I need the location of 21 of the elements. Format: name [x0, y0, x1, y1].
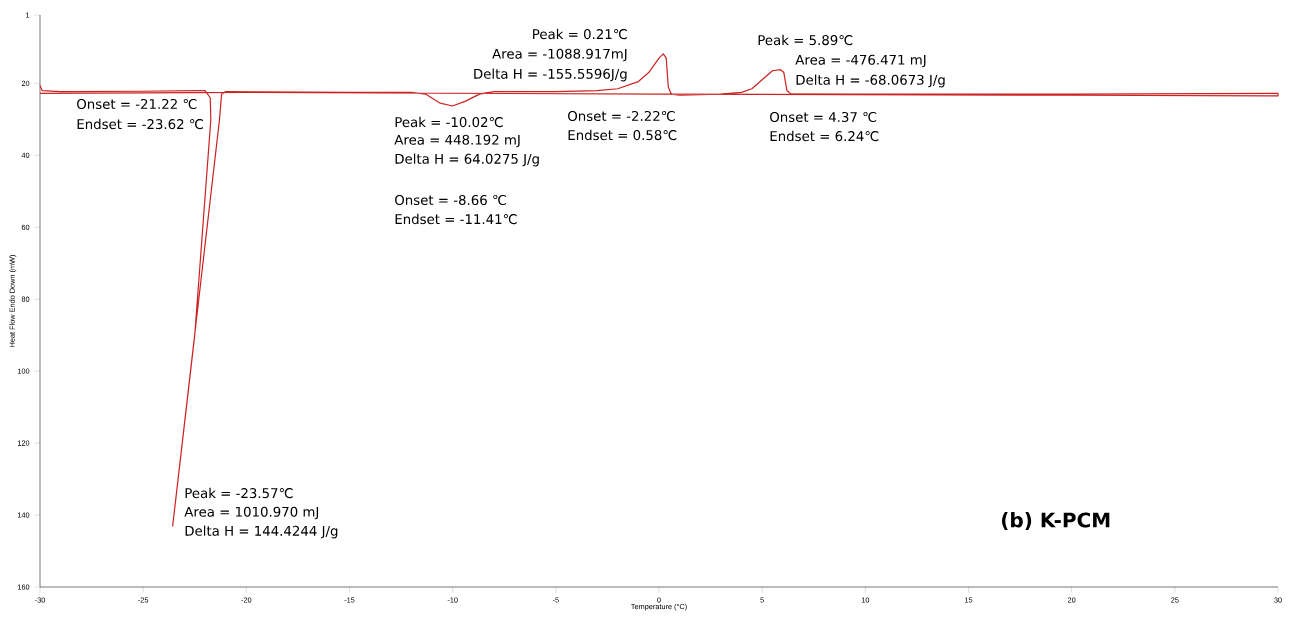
annotation: Endset = -23.62 ℃	[77, 118, 203, 130]
annotation: Area = -1088.917mJ	[492, 48, 627, 62]
annotation: Onset = 4.37 ℃	[770, 111, 877, 123]
annotation: Endset = 6.24℃	[770, 130, 879, 142]
annotation: Peak = -23.57℃	[185, 487, 293, 499]
annotation: Peak = 0.21℃	[533, 28, 627, 40]
annotation: Delta H = 144.4244 J/g	[185, 525, 338, 539]
annotation: Peak = -10.02℃	[395, 116, 503, 128]
annotation: Area = 1010.970 mJ	[184, 506, 319, 520]
annotation: Onset = -2.22℃	[568, 110, 675, 122]
annotation: Area = -476.471 mJ	[795, 54, 926, 68]
annotation: Delta H = -155.5596J/g	[474, 68, 627, 82]
annotation: Endset = 0.58℃	[568, 129, 677, 141]
text: (b) K-PCM	[1001, 512, 1110, 530]
annotation: Area = 448.192 mJ	[394, 134, 520, 148]
annotation: Delta H = 64.0275 J/g	[395, 153, 539, 167]
annotation: Onset = -21.22 ℃	[77, 98, 197, 110]
annotation: Onset = -8.66 ℃	[395, 194, 507, 206]
annotation: Peak = 5.89℃	[758, 34, 853, 46]
annotation: Delta H = -68.0673 J/g	[796, 74, 945, 88]
annotation: Endset = -11.41℃	[395, 213, 517, 225]
